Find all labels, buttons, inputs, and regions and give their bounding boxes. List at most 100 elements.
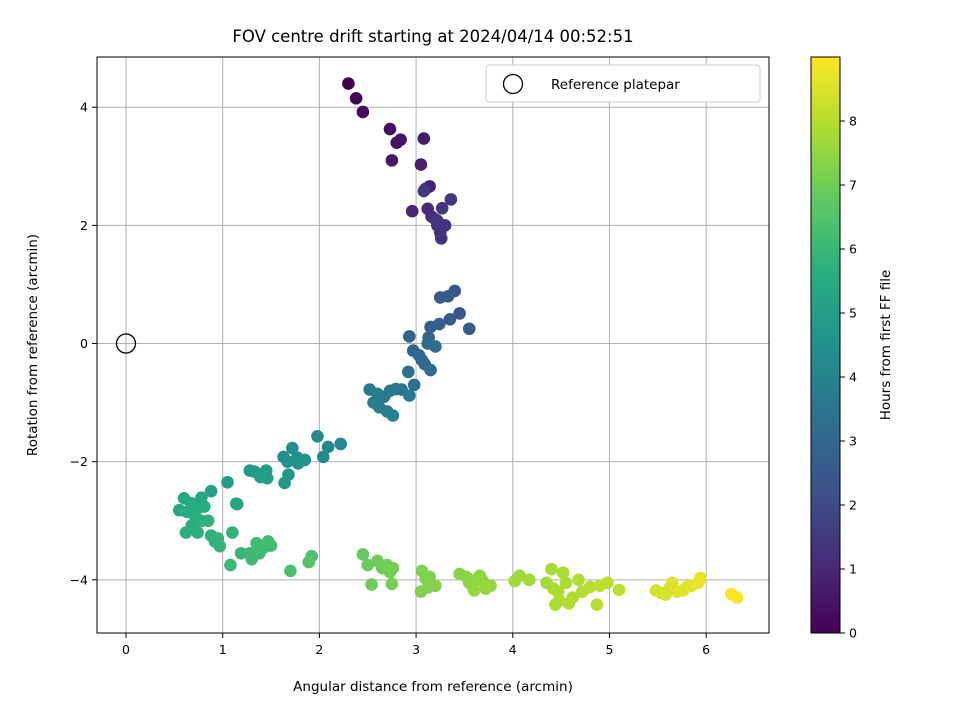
- x-tick-label: 2: [315, 642, 323, 657]
- colorbar-tick-label: 3: [849, 434, 857, 449]
- plot-frame: [96, 56, 770, 634]
- colorbar-tick-label: 6: [849, 242, 857, 257]
- x-axis-label: Angular distance from reference (arcmin): [293, 679, 573, 695]
- scatter-point: [224, 558, 237, 572]
- scatter-point: [566, 591, 580, 604]
- scatter-point: [730, 591, 744, 604]
- x-tick-label: 4: [509, 642, 517, 657]
- y-axis-label: Rotation from reference (arcmin): [25, 234, 41, 456]
- scatter-point: [356, 105, 370, 119]
- scatter-point: [414, 158, 428, 171]
- x-tick-label: 0: [122, 642, 130, 657]
- scatter-point: [264, 539, 278, 552]
- legend-box: [485, 64, 761, 103]
- colorbar-tick-label: 1: [849, 562, 857, 577]
- scatter-point: [191, 526, 204, 539]
- y-axis-ticks: −4 −2 0 2 4: [70, 100, 97, 587]
- legend-circle-icon: [502, 73, 524, 95]
- scatter-point: [356, 548, 370, 561]
- y-tick-label: 0: [80, 336, 88, 351]
- scatter-point: [291, 457, 305, 470]
- y-tick-label: 2: [80, 218, 88, 233]
- scatter-point: [365, 578, 378, 591]
- scatter-point: [386, 561, 400, 575]
- scatter-point: [385, 154, 399, 167]
- scatter-point: [429, 579, 442, 593]
- colorbar-tick-label: 4: [849, 370, 857, 385]
- scatter-point: [349, 92, 363, 105]
- scatter-point: [386, 409, 400, 422]
- scatter-point: [601, 576, 614, 590]
- scatter-point: [383, 122, 397, 136]
- scatter-point: [583, 580, 597, 594]
- colorbar-tick-label: 0: [849, 626, 857, 641]
- scatter-point: [431, 214, 444, 227]
- scatter-point: [281, 455, 294, 468]
- scatter-point: [545, 562, 558, 576]
- scatter-point: [444, 193, 458, 206]
- scatter-point: [572, 573, 585, 587]
- scatter-point: [432, 317, 446, 331]
- scatter-point: [462, 322, 476, 336]
- chart-title: FOV centre drift starting at 2024/04/14 …: [232, 27, 633, 46]
- scatter-point: [221, 476, 234, 489]
- reference-marker: [115, 333, 137, 354]
- scatter-point: [361, 558, 375, 572]
- colorbar-label: Hours from first FF file: [878, 270, 894, 421]
- y-tick-label: −4: [70, 572, 88, 587]
- scatter-point: [559, 576, 573, 590]
- legend-entry-label: Reference platepar: [551, 77, 680, 93]
- x-axis-ticks: 0 1 2 3 4 5 6: [122, 633, 710, 657]
- colorbar-tick-label: 5: [849, 306, 857, 321]
- scatter-point: [286, 441, 299, 455]
- scatter-point: [201, 514, 215, 528]
- scatter-point: [198, 500, 211, 513]
- scatter-point: [254, 470, 267, 484]
- scatter-point: [403, 389, 416, 402]
- colorbar: 0 1 2 3 4 5 6 7 8 Hours from first FF file: [810, 56, 894, 641]
- colorbar-tick-label: 2: [849, 498, 857, 513]
- scatter-point: [467, 584, 481, 597]
- colorbar-ticks: 0 1 2 3 4 5 6 7 8: [840, 114, 857, 641]
- scatter-point: [484, 579, 497, 593]
- x-tick-label: 3: [412, 642, 420, 657]
- scatter-point: [453, 307, 466, 320]
- legend: Reference platepar: [485, 64, 761, 103]
- scatter-point: [334, 437, 347, 451]
- reference-point-circle-icon: [115, 333, 137, 354]
- scatter-point: [590, 598, 604, 611]
- scatter-point: [443, 313, 457, 326]
- scatter-point: [402, 365, 415, 379]
- colorbar-tick-label: 8: [849, 114, 857, 129]
- scatter-point: [302, 555, 316, 569]
- x-tick-label: 6: [702, 642, 710, 657]
- scatter-point: [549, 598, 562, 611]
- scatter-point: [394, 133, 407, 147]
- scatter-point: [417, 132, 431, 145]
- scatter-point: [284, 564, 297, 578]
- scatter-point: [234, 546, 248, 560]
- scatter-point: [556, 566, 570, 580]
- scatter-point: [417, 184, 431, 198]
- scatter-point: [433, 291, 447, 304]
- scatter-point: [434, 232, 448, 245]
- scatter-point: [407, 378, 421, 392]
- y-tick-label: −2: [70, 454, 88, 469]
- scatter-point: [435, 201, 449, 215]
- x-tick-label: 1: [219, 642, 227, 657]
- scatter-point: [342, 77, 355, 90]
- scatter-point: [692, 576, 705, 590]
- scatter-point: [513, 569, 526, 582]
- scatter-point: [321, 440, 335, 454]
- scatter-point: [405, 204, 419, 218]
- scatter-point: [612, 583, 626, 597]
- scatter-point: [403, 330, 416, 343]
- grid-lines: [97, 57, 769, 633]
- scatter-point: [385, 577, 399, 591]
- scatter-point: [311, 429, 324, 443]
- scatter-point: [243, 464, 257, 477]
- scatter-point: [522, 573, 536, 587]
- scatter-point: [278, 476, 291, 490]
- scatter-point: [179, 526, 193, 539]
